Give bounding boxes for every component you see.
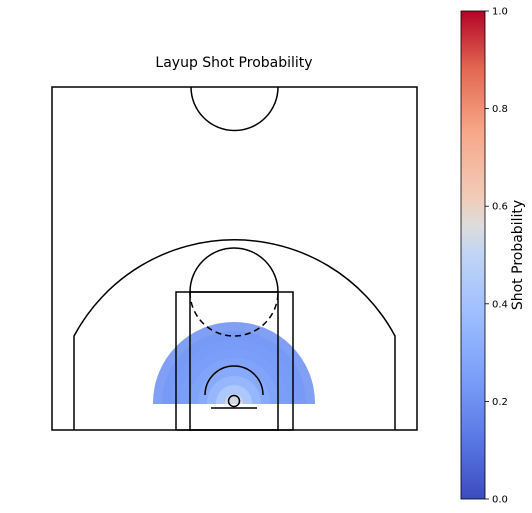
- colorbar-tick-label: 0.4: [492, 299, 508, 310]
- chart-title: Layup Shot Probability: [155, 55, 312, 71]
- heat-region: [153, 322, 315, 404]
- restricted-area: [204, 365, 264, 396]
- colorbar-tick-label: 0.8: [492, 104, 508, 115]
- heat-band: [225, 394, 243, 404]
- colorbar-tick-label: 1.0: [492, 7, 508, 18]
- colorbar-tick-label: 0.6: [492, 202, 508, 213]
- colorbar-tick-label: 0.0: [492, 495, 508, 506]
- three-point-line: [73, 239, 396, 430]
- inner-key: [189, 291, 279, 431]
- center-circle: [190, 86, 279, 132]
- court: [51, 86, 418, 431]
- colorbar-tick-label: 0.2: [492, 397, 508, 408]
- colorbar: 0.0 0.2 0.4 0.6 0.8 1.0 Shot Probability: [460, 7, 526, 506]
- free-throw-circle-top: [189, 247, 279, 293]
- hoop: [227, 394, 241, 408]
- colorbar-label: Shot Probability: [510, 200, 526, 310]
- colorbar-gradient: [460, 10, 486, 500]
- colorbar-ticks: 0.0 0.2 0.4 0.6 0.8 1.0: [485, 7, 508, 506]
